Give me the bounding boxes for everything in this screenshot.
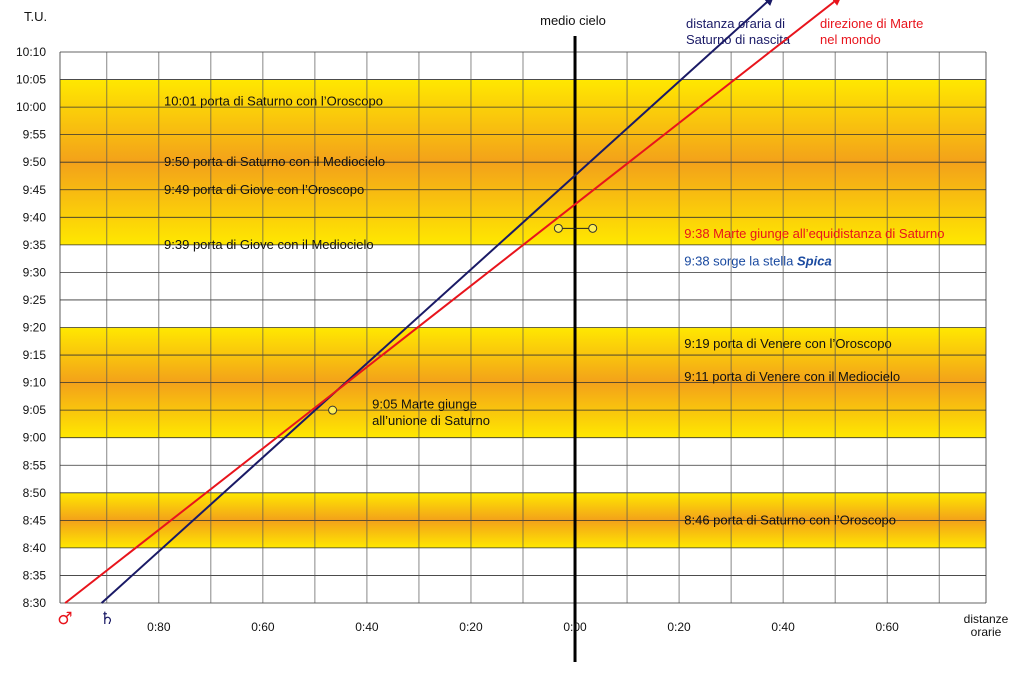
series-label: nel mondo: [820, 32, 881, 47]
marker-point: [328, 405, 338, 415]
y-tick-label: 9:00: [23, 431, 47, 445]
y-tick-label: 9:10: [23, 376, 47, 390]
x-axis-title: distanze: [964, 612, 1009, 626]
y-tick-labels: 8:30 8:35 8:40 8:45 8:50 8:55 9:00 9:05 9:10 9:15…: [16, 45, 46, 610]
annotation-label: 9:19 porta di Venere con l’Oroscopo: [684, 336, 891, 351]
annotation-label: 9:38 sorge la stella Spica: [684, 253, 831, 268]
x-axis-title: orarie: [971, 625, 1002, 639]
series-label: direzione di Marte: [820, 16, 923, 31]
y-axis-title: T.U.: [24, 9, 47, 24]
midheaven-label: medio cielo: [540, 13, 606, 28]
x-tick-label: 0:40: [771, 620, 795, 634]
y-tick-label: 8:45: [23, 513, 47, 527]
annotation-label: 9:39 porta di Giove con il Mediocielo: [164, 237, 374, 252]
annotation-emphasis: Spica: [797, 253, 832, 268]
y-tick-label: 9:35: [23, 238, 47, 252]
y-tick-label: 9:20: [23, 321, 47, 335]
x-tick-label: 0:60: [875, 620, 899, 634]
y-tick-label: 9:50: [23, 155, 47, 169]
y-tick-label: 10:00: [16, 100, 46, 114]
y-tick-label: 9:45: [23, 183, 47, 197]
series-line: [64, 0, 842, 604]
marker-point: [588, 223, 598, 233]
y-tick-label: 8:30: [23, 596, 47, 610]
y-tick-label: 10:05: [16, 73, 46, 87]
series-line: [100, 0, 775, 604]
y-tick-label: 8:50: [23, 486, 47, 500]
y-tick-label: 9:15: [23, 348, 47, 362]
x-tick-label: 0:40: [355, 620, 379, 634]
annotation-label: 9:49 porta di Giove con l’Oroscopo: [164, 182, 364, 197]
x-tick-label: 0:20: [667, 620, 691, 634]
annotations: 10:01 porta di Saturno con l’Oroscopo 9:5…: [164, 94, 944, 528]
annotation-label: all’unione di Saturno: [372, 413, 490, 428]
y-tick-label: 9:30: [23, 265, 47, 279]
x-tick-label: 0:20: [459, 620, 483, 634]
y-tick-label: 10:10: [16, 45, 46, 59]
mars-symbol-icon: ♂: [57, 609, 72, 629]
marker-point: [553, 223, 563, 233]
annotation-label: 8:46 porta di Saturno con l’Oroscopo: [684, 512, 896, 527]
saturn-symbol-icon: ♄: [100, 609, 115, 629]
y-tick-label: 8:35: [23, 568, 47, 582]
annotation-label: 10:01 porta di Saturno con l’Oroscopo: [164, 94, 383, 109]
y-tick-label: 8:55: [23, 458, 47, 472]
x-tick-label: 0:60: [251, 620, 275, 634]
annotation-label: 9:11 porta di Venere con il Mediocielo: [684, 369, 900, 384]
y-tick-label: 9:40: [23, 210, 47, 224]
grid: [59, 36, 987, 662]
x-tick-label: 0:00: [563, 620, 587, 634]
series-label: Saturno di nascita: [686, 32, 791, 47]
y-tick-label: 9:05: [23, 403, 47, 417]
y-tick-label: 9:55: [23, 128, 47, 142]
y-tick-label: 9:25: [23, 293, 47, 307]
y-tick-label: 8:40: [23, 541, 47, 555]
annotation-label: 9:05 Marte giunge: [372, 397, 477, 412]
x-tick-labels: 0:80 0:60 0:40 0:20 0:00 0:20 0:40 0:60: [147, 620, 899, 634]
x-tick-label: 0:80: [147, 620, 171, 634]
series-label: distanza oraria di: [686, 16, 785, 31]
markers: [328, 223, 598, 415]
annotation-label: 9:50 porta di Saturno con il Mediocielo: [164, 154, 385, 169]
annotation-label: 9:38 Marte giunge all’equidistanza di Sa…: [684, 226, 944, 241]
